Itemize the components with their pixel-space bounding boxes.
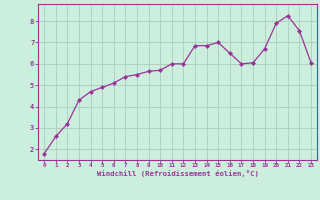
X-axis label: Windchill (Refroidissement éolien,°C): Windchill (Refroidissement éolien,°C) xyxy=(97,170,259,177)
